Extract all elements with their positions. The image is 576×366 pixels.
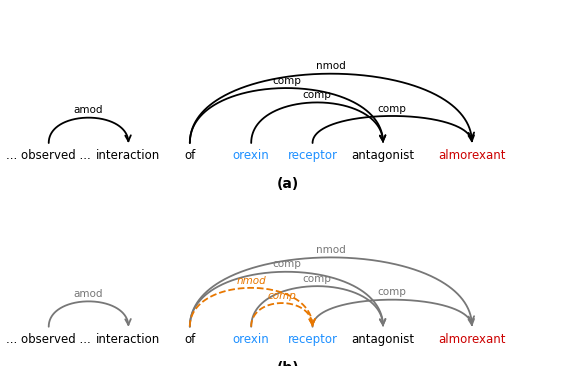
Text: orexin: orexin (233, 149, 270, 162)
Text: almorexant: almorexant (438, 333, 506, 346)
Text: (b): (b) (276, 361, 300, 366)
Text: (a): (a) (277, 177, 299, 191)
Text: comp: comp (272, 259, 301, 269)
Text: orexin: orexin (233, 333, 270, 346)
Text: receptor: receptor (287, 149, 338, 162)
Text: comp: comp (378, 287, 407, 297)
Text: comp: comp (267, 291, 296, 301)
Text: comp: comp (378, 104, 407, 113)
Text: comp: comp (303, 274, 332, 284)
Text: interaction: interaction (96, 149, 161, 162)
Text: antagonist: antagonist (351, 149, 415, 162)
Text: amod: amod (74, 289, 103, 299)
Text: amod: amod (74, 105, 103, 115)
Text: interaction: interaction (96, 333, 161, 346)
Text: of: of (184, 333, 195, 346)
Text: of: of (184, 149, 195, 162)
Text: nmod: nmod (316, 61, 346, 71)
Text: nmod: nmod (236, 276, 266, 285)
Text: comp: comp (303, 90, 332, 100)
Text: ... observed ...: ... observed ... (6, 333, 91, 346)
Text: ... observed ...: ... observed ... (6, 149, 91, 162)
Text: almorexant: almorexant (438, 149, 506, 162)
Text: receptor: receptor (287, 333, 338, 346)
Text: comp: comp (272, 76, 301, 86)
Text: antagonist: antagonist (351, 333, 415, 346)
Text: nmod: nmod (316, 245, 346, 255)
